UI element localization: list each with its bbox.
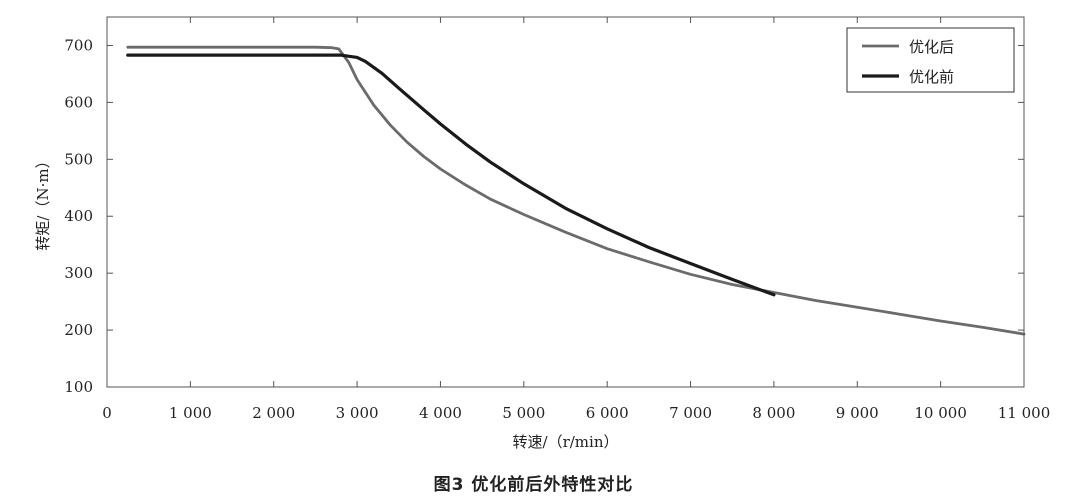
y-axis-ticks: 100 200 300 400 500 600 700: [64, 36, 1024, 396]
y-tick-label: 700: [64, 36, 93, 54]
series-line-before: [126, 53, 776, 297]
y-tick-label: 400: [64, 207, 93, 225]
x-tick-label: 3 000: [336, 404, 379, 422]
y-tick-label: 500: [64, 150, 93, 168]
series-line-after: [126, 45, 1026, 336]
y-tick-label: 100: [64, 378, 93, 396]
x-tick-label: 4 000: [419, 404, 462, 422]
y-tick-label: 200: [64, 321, 93, 339]
x-tick-label: 0: [102, 404, 112, 422]
legend-label: 优化前: [909, 68, 954, 86]
x-tick-label: 9 000: [836, 404, 879, 422]
x-axis-ticks: 0 1 000 2 000 3 000 4 000 5 000 6 000 7 000 8 00…: [102, 17, 1050, 422]
figure-caption: 图3 优化前后外特性对比: [433, 475, 634, 495]
y-axis-title: 转矩/（N·m）: [34, 153, 52, 250]
legend-label: 优化后: [909, 38, 954, 56]
x-tick-label: 7 000: [669, 404, 712, 422]
plot-frame: [106, 16, 1025, 388]
x-tick-label: 10 000: [914, 404, 967, 422]
x-tick-label: 1 000: [169, 404, 212, 422]
x-tick-label: 8 000: [752, 404, 795, 422]
chart: 100 200 300 400 500 600 700 0 1 000 2 000 3 000 4 …: [34, 16, 1050, 451]
x-tick-label: 5 000: [502, 404, 545, 422]
y-tick-label: 300: [64, 264, 93, 282]
y-tick-label: 600: [64, 93, 93, 111]
x-tick-label: 2 000: [252, 404, 295, 422]
x-axis-title: 转速/（r/min）: [513, 433, 619, 451]
legend-box: [846, 27, 1015, 93]
x-tick-label: 11 000: [998, 404, 1051, 422]
series-layer: [126, 45, 1026, 336]
x-tick-label: 6 000: [586, 404, 629, 422]
